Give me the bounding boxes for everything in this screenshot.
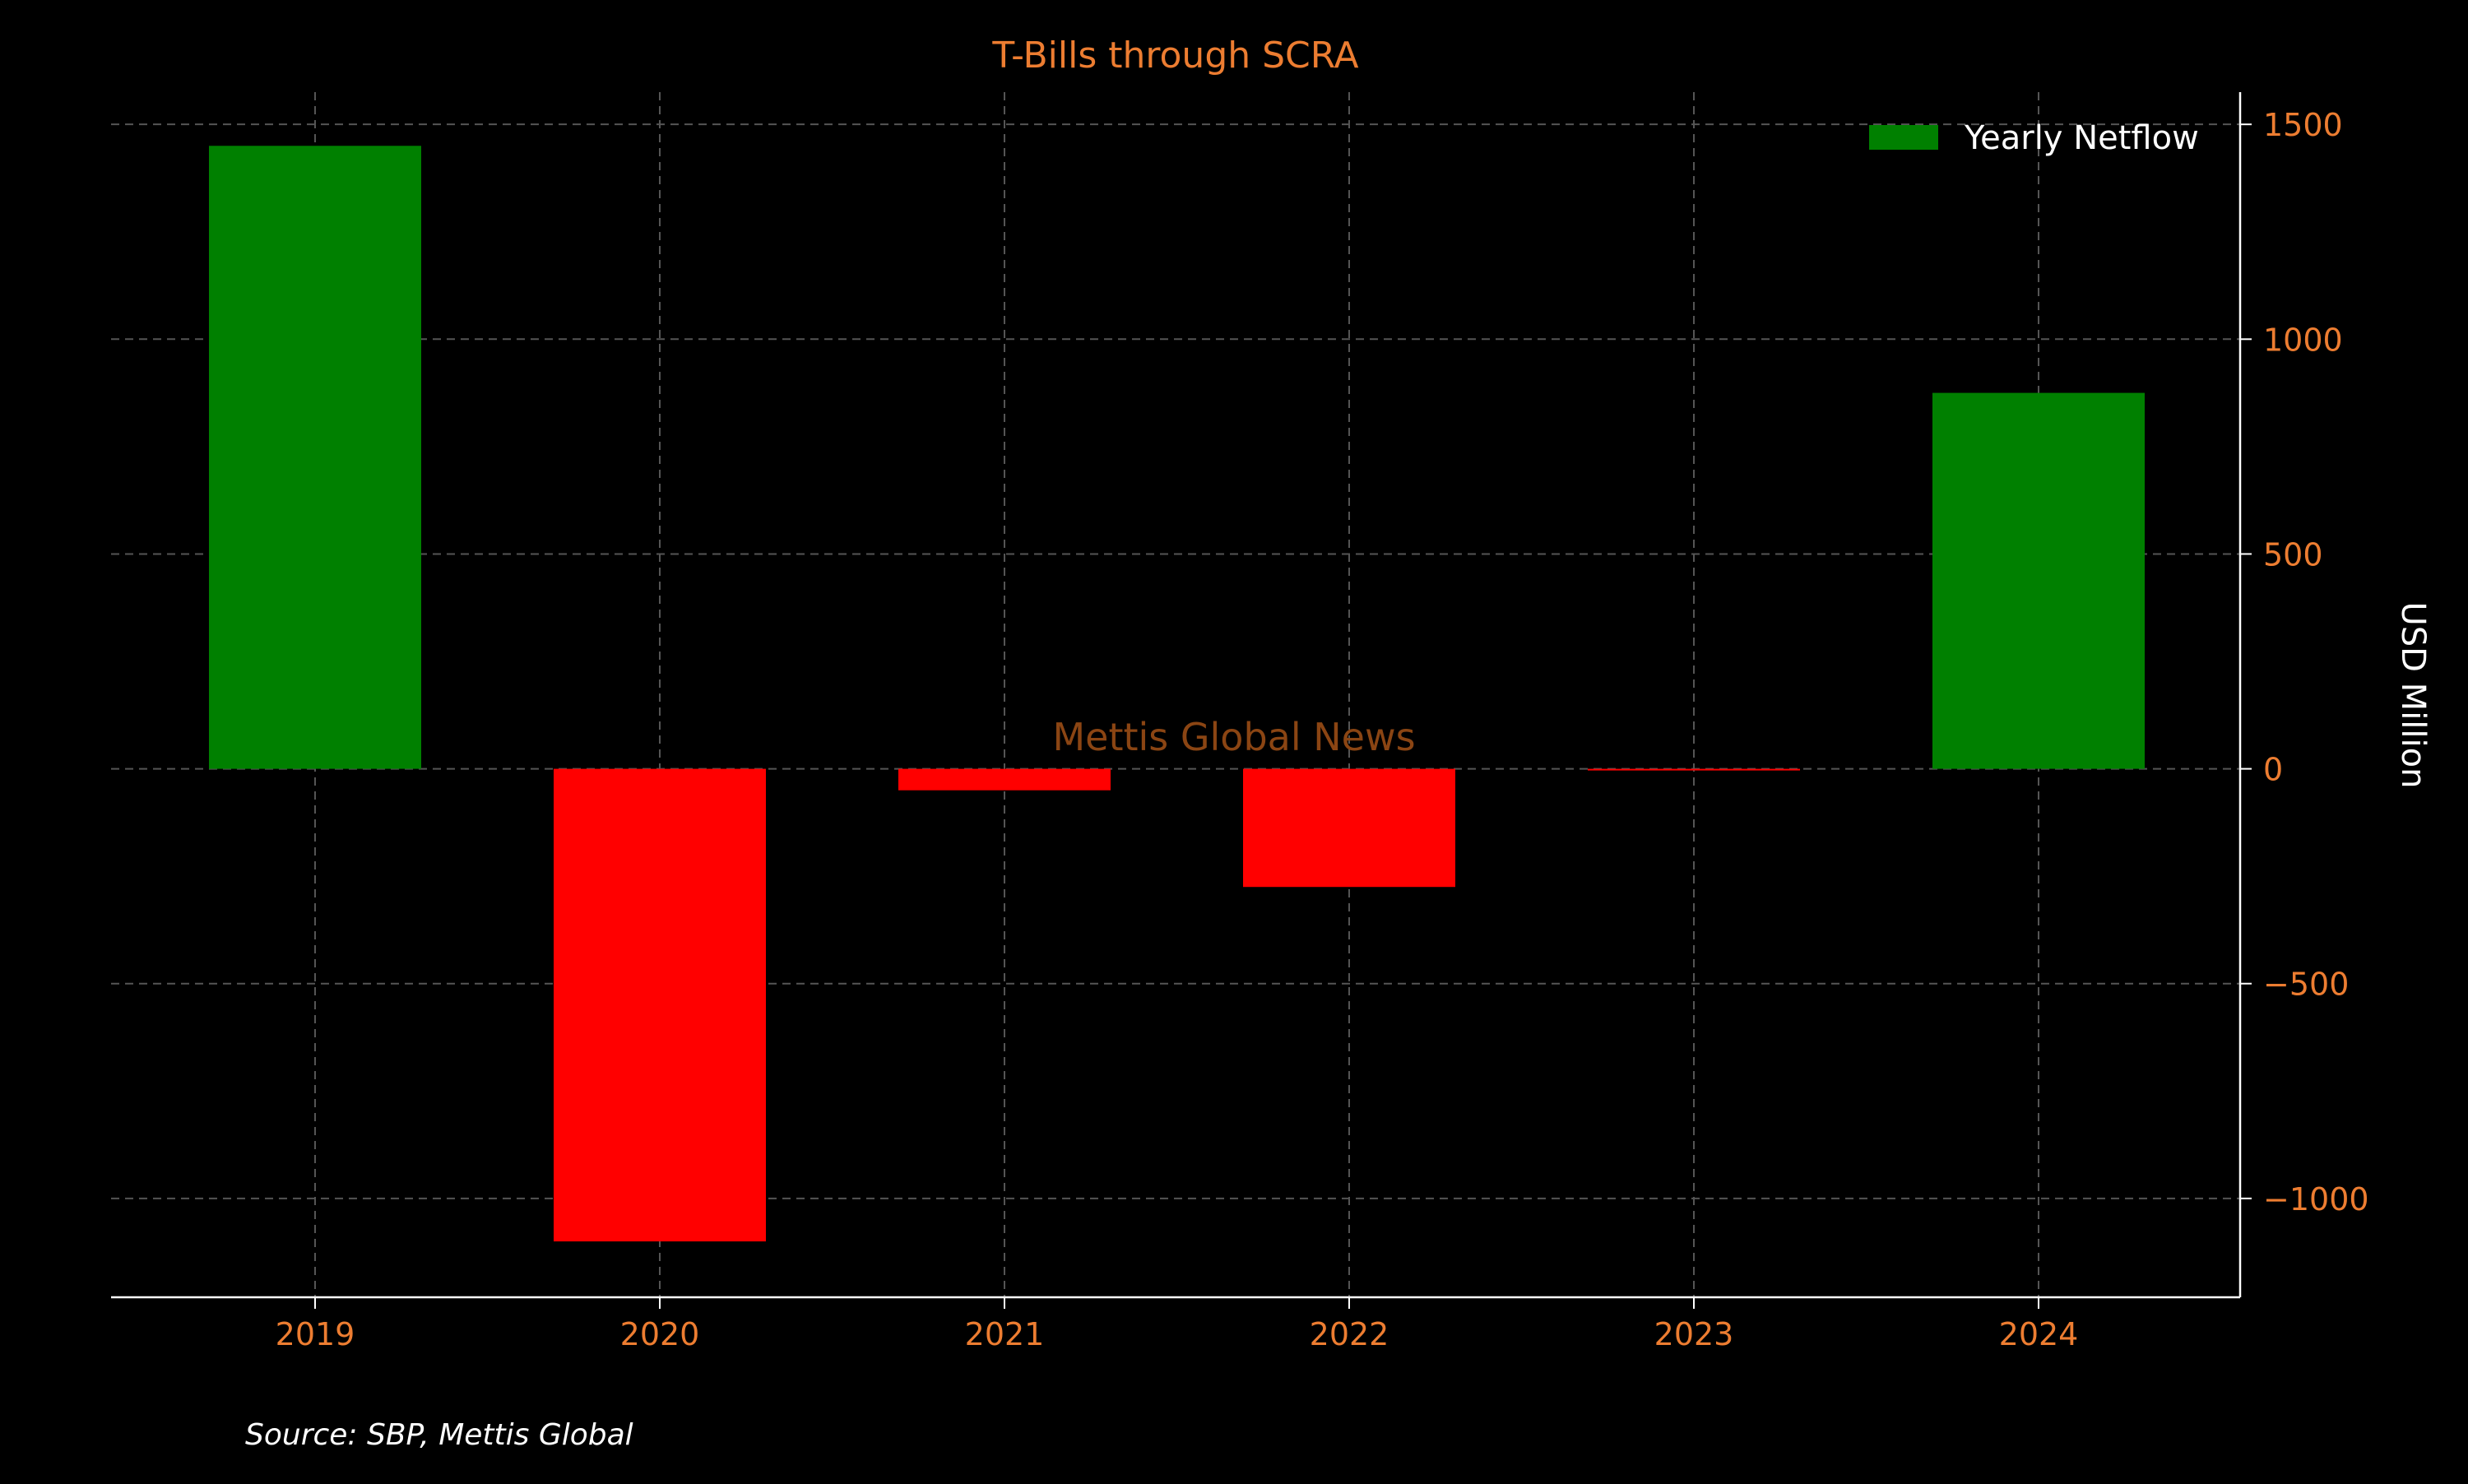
y-tick-label: −1000 — [2263, 1181, 2369, 1217]
x-tick-label: 2021 — [965, 1316, 1045, 1352]
legend-label-yearly-netflow: Yearly Netflow — [1964, 119, 2199, 157]
legend: Yearly Netflow — [1869, 119, 2199, 157]
y-tick-label: 1000 — [2263, 322, 2343, 358]
y-tick-label: 1500 — [2263, 107, 2343, 143]
source-note: Source: SBP, Mettis Global — [245, 1418, 633, 1452]
bar-2023 — [1588, 768, 1800, 771]
legend-swatch-yearly-netflow — [1869, 125, 1938, 150]
x-tick-label: 2019 — [276, 1316, 355, 1352]
y-tick-label: −500 — [2263, 967, 2349, 1003]
grid-layer — [111, 92, 2240, 1297]
y-tick-label: 500 — [2263, 536, 2323, 573]
bars-layer — [209, 146, 2145, 1242]
x-tick-label: 2023 — [1654, 1316, 1734, 1352]
bar-2019 — [209, 146, 421, 769]
chart-title: T-Bills through SCRA — [991, 35, 1358, 77]
bar-2022 — [1243, 768, 1455, 888]
ticks-layer: −1000 −500 0 500 1000 1500 2019 2020 2021 2022 202… — [276, 107, 2369, 1352]
bar-2024 — [1932, 392, 2145, 769]
axes-layer — [111, 92, 2242, 1299]
watermark-text: Mettis Global News — [1052, 715, 1415, 759]
x-tick-label: 2022 — [1310, 1316, 1389, 1352]
x-tick-label: 2020 — [620, 1316, 700, 1352]
bar-2020 — [554, 768, 766, 1242]
bar-2021 — [898, 768, 1111, 791]
y-tick-label: 0 — [2263, 752, 2283, 788]
x-tick-label: 2024 — [1999, 1316, 2079, 1352]
y-axis-label: USD Million — [2394, 602, 2432, 789]
